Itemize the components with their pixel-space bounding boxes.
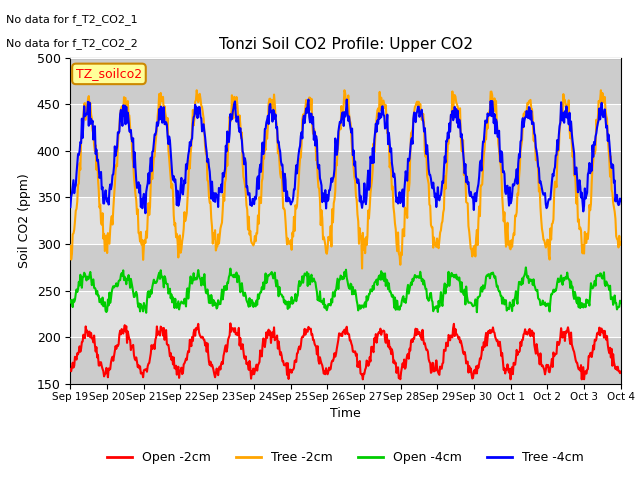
Open -4cm <box>617 300 625 306</box>
Tree -4cm <box>67 204 74 210</box>
Open -4cm <box>219 297 227 302</box>
Y-axis label: Soil CO2 (ppm): Soil CO2 (ppm) <box>18 173 31 268</box>
Text: No data for f_T2_CO2_2: No data for f_T2_CO2_2 <box>6 38 138 49</box>
Tree -4cm <box>77 139 84 145</box>
Tree -4cm <box>305 96 312 102</box>
Bar <box>70 197 621 244</box>
Open -2cm <box>218 359 226 365</box>
Bar <box>70 291 621 337</box>
Tree -2cm <box>189 107 196 113</box>
Open -4cm <box>142 310 150 316</box>
Tree -2cm <box>67 243 74 249</box>
Tree -2cm <box>430 235 438 240</box>
Bar <box>70 151 621 197</box>
Tree -4cm <box>133 185 141 191</box>
Text: TZ_soilco2: TZ_soilco2 <box>76 67 142 80</box>
Legend: Open -2cm, Tree -2cm, Open -4cm, Tree -4cm: Open -2cm, Tree -2cm, Open -4cm, Tree -4… <box>102 446 589 469</box>
Open -2cm <box>617 369 625 374</box>
X-axis label: Time: Time <box>330 407 361 420</box>
Open -2cm <box>359 376 367 382</box>
Title: Tonzi Soil CO2 Profile: Upper CO2: Tonzi Soil CO2 Profile: Upper CO2 <box>219 37 472 52</box>
Bar <box>70 58 621 104</box>
Open -4cm <box>133 292 141 298</box>
Tree -2cm <box>358 265 366 271</box>
Bar <box>70 337 621 384</box>
Line: Open -2cm: Open -2cm <box>70 324 621 379</box>
Open -2cm <box>227 321 234 326</box>
Tree -2cm <box>617 240 625 246</box>
Tree -4cm <box>430 187 438 192</box>
Tree -4cm <box>414 104 422 110</box>
Open -2cm <box>67 367 74 372</box>
Open -2cm <box>133 359 141 365</box>
Tree -2cm <box>193 87 200 93</box>
Tree -4cm <box>219 170 227 176</box>
Tree -4cm <box>141 210 149 216</box>
Tree -2cm <box>133 211 141 217</box>
Bar <box>70 104 621 151</box>
Line: Open -4cm: Open -4cm <box>70 267 621 313</box>
Open -4cm <box>522 264 530 270</box>
Open -2cm <box>77 349 84 355</box>
Tree -4cm <box>190 114 198 120</box>
Open -2cm <box>430 369 438 374</box>
Open -4cm <box>77 272 84 277</box>
Open -2cm <box>189 338 196 344</box>
Bar <box>70 244 621 291</box>
Line: Tree -4cm: Tree -4cm <box>70 99 621 213</box>
Open -4cm <box>413 273 421 279</box>
Tree -4cm <box>617 198 625 204</box>
Text: No data for f_T2_CO2_1: No data for f_T2_CO2_1 <box>6 14 138 25</box>
Tree -2cm <box>414 103 422 108</box>
Open -2cm <box>414 330 422 336</box>
Tree -2cm <box>219 207 227 213</box>
Open -4cm <box>429 308 437 314</box>
Tree -2cm <box>77 167 84 172</box>
Open -4cm <box>190 270 198 276</box>
Open -4cm <box>67 300 74 305</box>
Line: Tree -2cm: Tree -2cm <box>70 90 621 268</box>
